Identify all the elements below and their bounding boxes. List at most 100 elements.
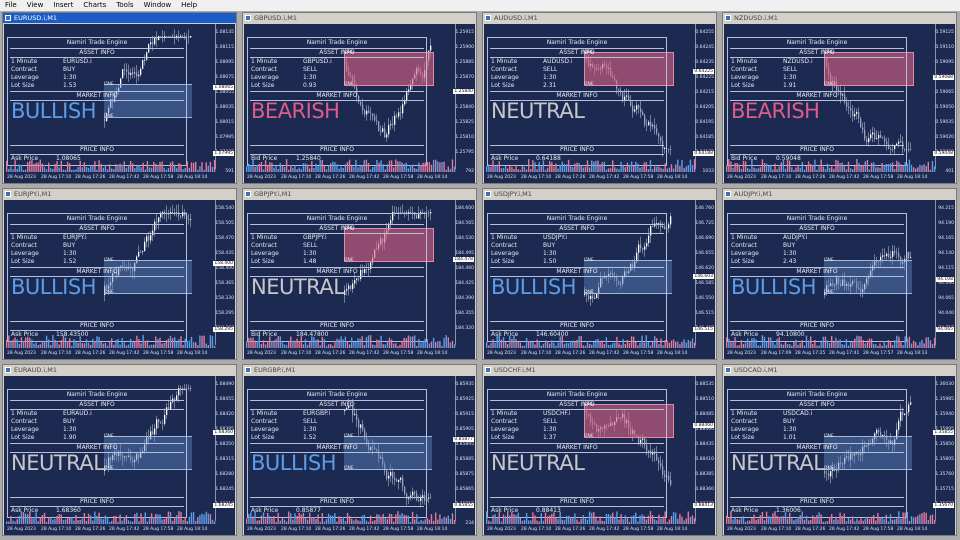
price-chart[interactable]: ONEONE1.259151.259001.258851.258701.2585… [244, 24, 475, 183]
volume-bar [816, 169, 818, 172]
volume-bar [677, 159, 679, 172]
volume-bar [163, 342, 165, 348]
candle-body [430, 45, 432, 51]
volume-bar [169, 512, 172, 524]
volume-bar [111, 520, 113, 524]
volume-bar [117, 164, 119, 172]
volume-bar [22, 341, 25, 348]
volume-bar [443, 337, 445, 348]
chart-window-audjpy-i[interactable]: AUDJPY.i,M1_□×ONEONE94.21594.19094.16594… [722, 188, 957, 360]
window-titlebar[interactable]: EURJPY.i,M1_□× [3, 189, 236, 208]
volume-bar [369, 335, 372, 348]
volume-bar [578, 336, 580, 348]
time-tick: 28 Aug 17:42 [829, 175, 860, 180]
volume-bar [515, 515, 517, 524]
price-chart[interactable]: ONEONE1.684901.684551.684201.683851.6835… [4, 376, 235, 535]
volume-bar [211, 519, 214, 524]
symbol-value: EURUSD.i [63, 58, 92, 65]
menu-tools[interactable]: Tools [116, 1, 134, 9]
price-chart[interactable]: ONE ONE 184.600 184.565 184.530 184.495 184.46… [244, 200, 475, 359]
menu-charts[interactable]: Charts [83, 1, 107, 9]
volume-bar [490, 521, 492, 524]
volume-bar [519, 517, 521, 524]
volume-bar [279, 163, 281, 172]
chart-window-eurusd-i[interactable]: EURUSD.i,M1_□×ONEONE1.081351.081151.0809… [2, 12, 237, 184]
volume-bar [256, 165, 258, 172]
window-titlebar[interactable]: USDJPY.i,M1_□× [483, 189, 716, 208]
price-chart[interactable]: ONE ONE 0.85935 0.85925 0.85915 0.85905 0.8589… [244, 376, 475, 535]
volume-bar [763, 162, 766, 172]
price-tick: 184.390 [455, 296, 474, 301]
chart-window-usdcad-i[interactable]: USDCAD.i,M1_□×ONEONE1.360301.359851.3594… [722, 364, 957, 536]
chart-window-gbpusd-i[interactable]: GBPUSD.i,M1_□×ONEONE1.259151.259001.2588… [242, 12, 477, 184]
window-titlebar[interactable]: USDCHF.i,M1_□× [483, 365, 716, 384]
volume-bar [532, 342, 534, 348]
window-titlebar[interactable]: USDCAD.i,M1_□× [723, 365, 956, 384]
window-titlebar[interactable]: EURUSD.i,M1_□× [3, 13, 236, 32]
candle-body [838, 462, 840, 470]
window-titlebar[interactable]: EURGBP.i,M1_□× [243, 365, 476, 384]
volume-bar [873, 162, 875, 172]
volume-bar [382, 344, 384, 348]
chart-window-gbpjpy-i[interactable]: GBPJPY.i,M1_□×ONEONE184.600184.565184.53… [242, 188, 477, 360]
candle-body [850, 107, 852, 111]
price-chart[interactable]: ONE ONE 0.88535 0.88510 0.88485 0.88460 0.8843… [484, 376, 715, 535]
chart-window-eurjpy-i[interactable]: EURJPY.i,M1_□×ONEONE158.540158.505158.47… [2, 188, 237, 360]
volume-bar [447, 166, 449, 172]
volume-bar [77, 520, 79, 524]
volume-bar [927, 519, 929, 524]
volume-bar [407, 515, 410, 524]
volume-bar [14, 160, 16, 172]
time-tick: 28 Aug 18:14 [657, 527, 688, 532]
window-titlebar[interactable]: EURAUD.i,M1_□× [3, 365, 236, 384]
price-chart[interactable]: ONEONE0.591250.591100.590950.590800.5906… [724, 24, 955, 183]
contract-label: Contract [251, 242, 277, 249]
leverage-value: 1:30 [303, 250, 317, 257]
window-titlebar[interactable]: NZDUSD.i,M1_□× [723, 13, 956, 32]
lot-size-label: Lot Size [251, 434, 275, 441]
price-chart[interactable]: ONE ONE 94.215 94.190 94.165 94.140 94.115 94.0… [724, 200, 955, 359]
time-tick: 28 Aug 17:26 [315, 527, 346, 532]
menu-file[interactable]: File [5, 1, 17, 9]
signal-zone [824, 436, 912, 470]
chart-window-euraud-i[interactable]: EURAUD.i,M1_□×ONEONE1.684901.684551.6842… [2, 364, 237, 536]
volume-bar [430, 514, 433, 524]
chart-window-nzdusd-i[interactable]: NZDUSD.i,M1_□×ONEONE0.591250.591100.5909… [722, 12, 957, 184]
volume-bar [41, 515, 44, 524]
chart-window-audusd-i[interactable]: AUDUSD.i,M1_□×ONEONE0.642550.642450.6423… [482, 12, 717, 184]
chart-window-usdchf-i[interactable]: USDCHF.i,M1_□×ONEONE0.885350.885100.8848… [482, 364, 717, 536]
volume-bar [870, 338, 873, 348]
volume-bar [744, 342, 747, 348]
volume-bar [572, 518, 574, 524]
price-chart[interactable]: ONEONE1.360301.359851.359401.358951.3585… [724, 376, 955, 535]
volume-bar [917, 167, 919, 172]
window-titlebar[interactable]: AUDUSD.i,M1_□× [483, 13, 716, 32]
candle-body [852, 453, 854, 456]
volume-bar [294, 513, 296, 524]
volume-bar [601, 340, 603, 348]
chart-window-usdjpy-i[interactable]: USDJPY.i,M1_□×ONEONE146.760146.725146.69… [482, 188, 717, 360]
price-chart[interactable]: ONE ONE 1.08135 1.08115 1.08095 1.08075 1.0805… [4, 24, 235, 183]
volume-bar [591, 160, 593, 172]
lot-size-value: 1.01 [783, 434, 797, 441]
price-chart[interactable]: ONE ONE 146.760 146.725 146.690 146.655 146.62… [484, 200, 715, 359]
price-tick: 1.68245 [215, 487, 234, 492]
volume-bar [826, 163, 829, 172]
menu-help[interactable]: Help [181, 1, 198, 9]
price-chart[interactable]: ONE ONE 0.64255 0.64245 0.64235 0.64225 0.6421… [484, 24, 715, 183]
price-chart[interactable]: ONE ONE 158.540 158.505 158.470 158.435 158.40… [4, 200, 235, 359]
menu-window[interactable]: Window [143, 1, 172, 9]
volume-bar [363, 345, 365, 348]
price-tick: 94.140 [938, 251, 954, 256]
menu-insert[interactable]: Insert [53, 1, 74, 9]
menu-view[interactable]: View [26, 1, 44, 9]
volume-bar [16, 519, 18, 524]
panel-title: Namiri Trade Engine [786, 391, 848, 398]
price-label: Ask Price [731, 331, 759, 338]
volume-bar [386, 340, 389, 348]
candle-body [896, 429, 898, 440]
window-titlebar[interactable]: AUDJPY.i,M1_□× [723, 189, 956, 208]
chart-window-eurgbp-i[interactable]: EURGBP.i,M1_□×ONEONE0.859350.859250.8591… [242, 364, 477, 536]
window-titlebar[interactable]: GBPUSD.i,M1_□× [243, 13, 476, 32]
window-titlebar[interactable]: GBPJPY.i,M1_□× [243, 189, 476, 208]
